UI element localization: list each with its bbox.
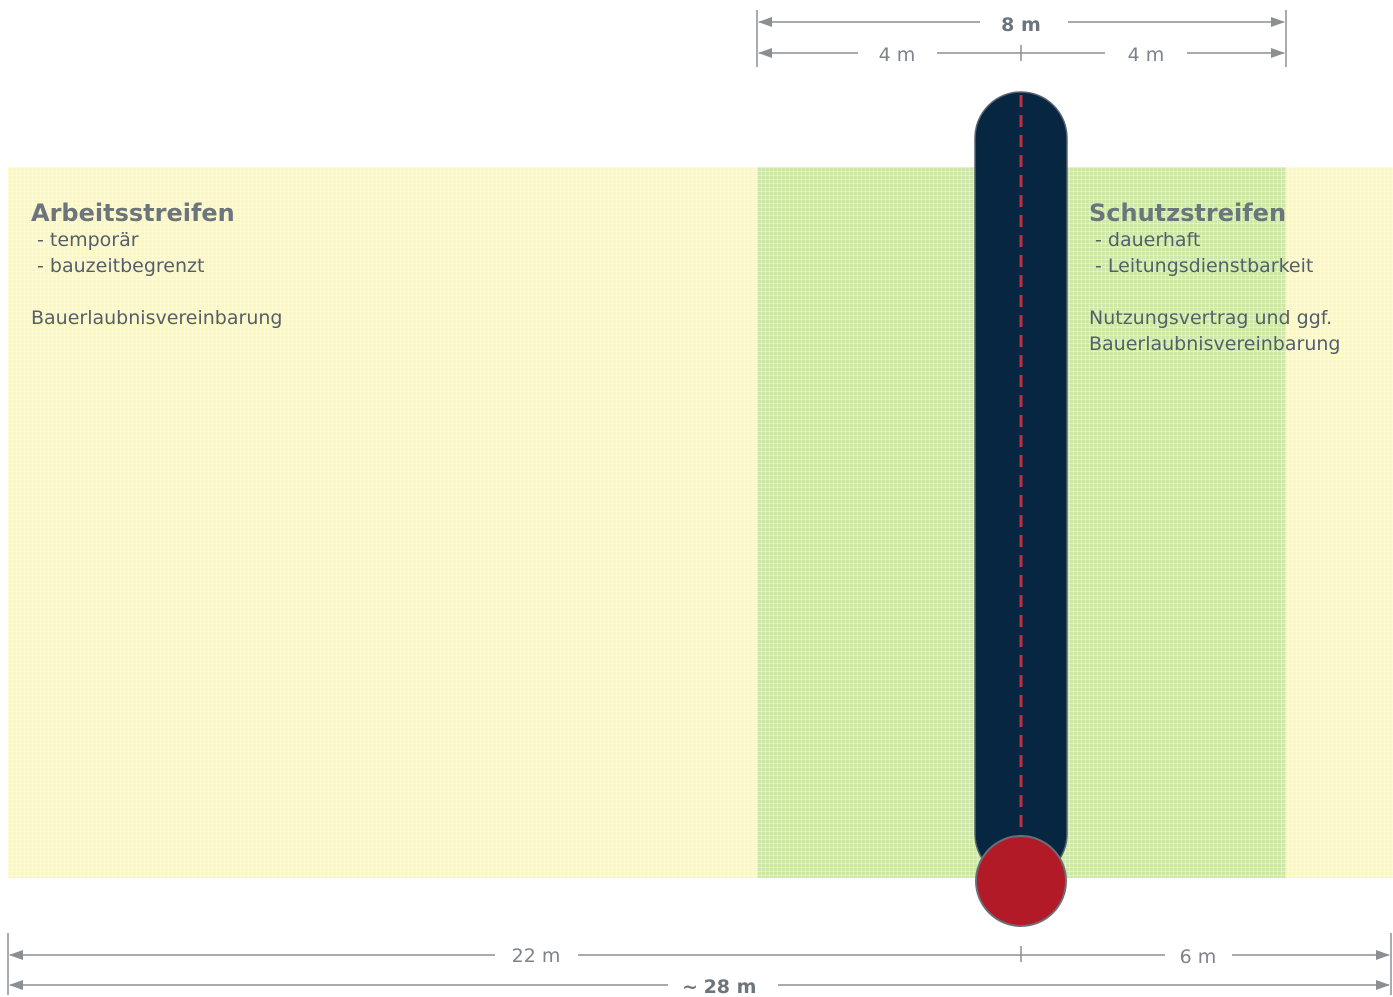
- schutzstreifen-line1: - dauerhaft: [1089, 229, 1201, 251]
- arbeitsstreifen-title: Arbeitsstreifen: [31, 199, 235, 227]
- pipe: [974, 91, 1068, 927]
- arbeitsstreifen-note: Bauerlaubnisvereinbarung: [31, 307, 283, 329]
- dim-top-total: 8 m: [756, 10, 1287, 67]
- arbeitsstreifen-line2: - bauzeitbegrenzt: [31, 255, 205, 277]
- dim-label-bottom-prefix: ~: [682, 976, 698, 997]
- schutzstreifen-line2: - Leitungsdienstbarkeit: [1089, 255, 1314, 277]
- arbeitsstreifen-label: Arbeitsstreifen - temporär - bauzeitbegr…: [31, 199, 282, 331]
- arbeitsstreifen-line1: - temporär: [31, 229, 139, 251]
- dim-label-top-left: 4 m: [879, 44, 916, 66]
- dim-top-halves: 4 m 4 m: [758, 44, 1285, 66]
- dim-bottom-total: ~ 28 m: [9, 976, 1390, 997]
- pipe-end-circle: [975, 835, 1067, 927]
- schutzstreifen-title: Schutzstreifen: [1089, 199, 1287, 227]
- schutzstreifen-note2: Bauerlaubnisvereinbarung: [1089, 333, 1341, 355]
- dim-label-top-right: 4 m: [1128, 44, 1165, 66]
- schutzstreifen-note1: Nutzungsvertrag und ggf.: [1089, 307, 1333, 329]
- dim-label-bottom-left: 22 m: [512, 945, 561, 967]
- dim-label-bottom-total: 28 m: [704, 976, 757, 997]
- dim-bottom-parts: 22 m 6 m: [7, 933, 1392, 995]
- schutzstreifen-label: Schutzstreifen - dauerhaft - Leitungsdie…: [1089, 199, 1340, 357]
- dim-label-top-total: 8 m: [1001, 14, 1041, 36]
- dim-label-bottom-right: 6 m: [1180, 946, 1217, 968]
